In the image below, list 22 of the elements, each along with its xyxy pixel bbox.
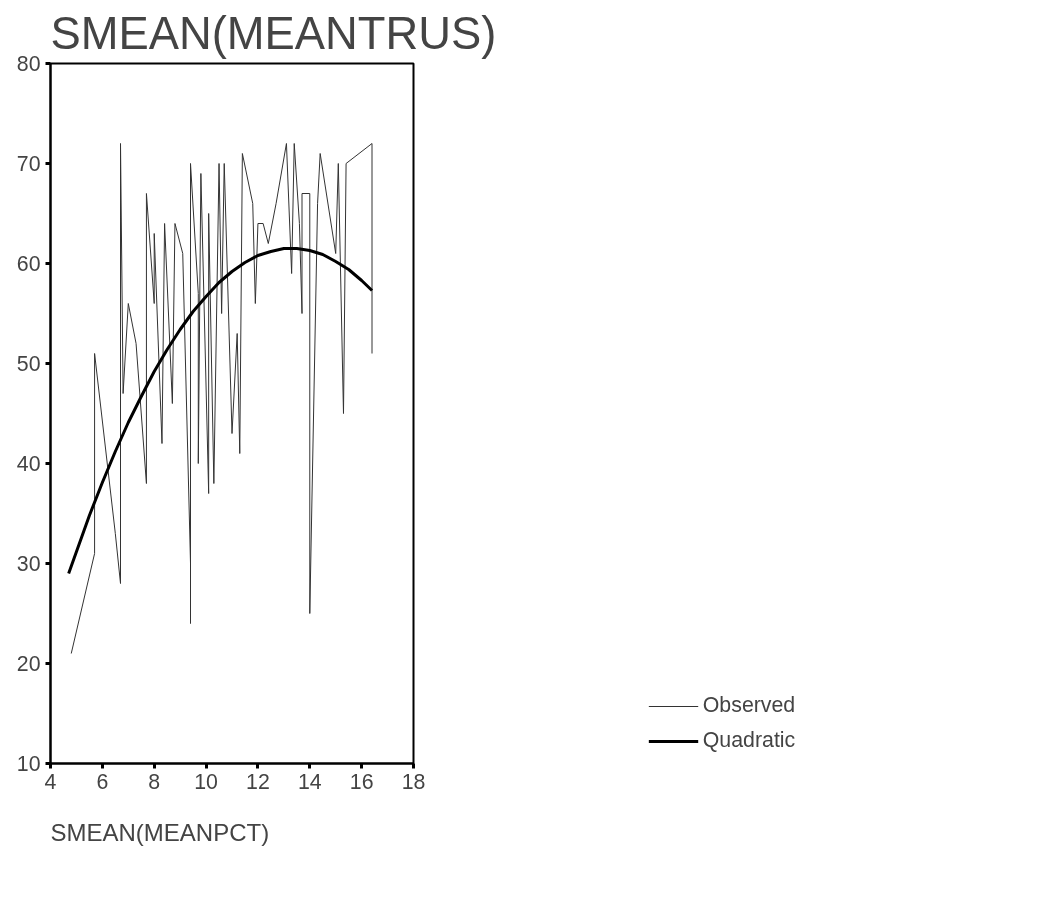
y-tick-label: 50 bbox=[16, 352, 41, 376]
y-tick-label: 40 bbox=[16, 452, 41, 476]
y-tick-label: 70 bbox=[16, 152, 41, 176]
legend-label: Observed bbox=[702, 693, 796, 718]
legend-label: Quadratic bbox=[702, 728, 796, 753]
y-tick-label: 60 bbox=[16, 252, 41, 276]
x-tick-label: 10 bbox=[194, 769, 219, 794]
chart-title: SMEAN(MEANTRUS) bbox=[50, 7, 497, 59]
x-tick-label: 8 bbox=[148, 769, 161, 794]
x-tick-label: 12 bbox=[246, 769, 270, 794]
line-series bbox=[70, 143, 373, 654]
x-tick-label: 16 bbox=[349, 769, 374, 794]
line-series bbox=[67, 247, 374, 575]
x-axis-title: SMEAN(MEANPCT) bbox=[50, 818, 270, 846]
x-tick-label: 4 bbox=[44, 769, 57, 794]
y-tick-label: 30 bbox=[16, 552, 41, 576]
y-tick-label: 80 bbox=[16, 52, 41, 76]
y-tick-label: 10 bbox=[16, 752, 41, 776]
x-tick-label: 14 bbox=[297, 769, 322, 794]
x-tick-label: 6 bbox=[96, 769, 109, 794]
y-tick-label: 20 bbox=[16, 652, 41, 676]
x-tick-label: 18 bbox=[401, 769, 426, 794]
